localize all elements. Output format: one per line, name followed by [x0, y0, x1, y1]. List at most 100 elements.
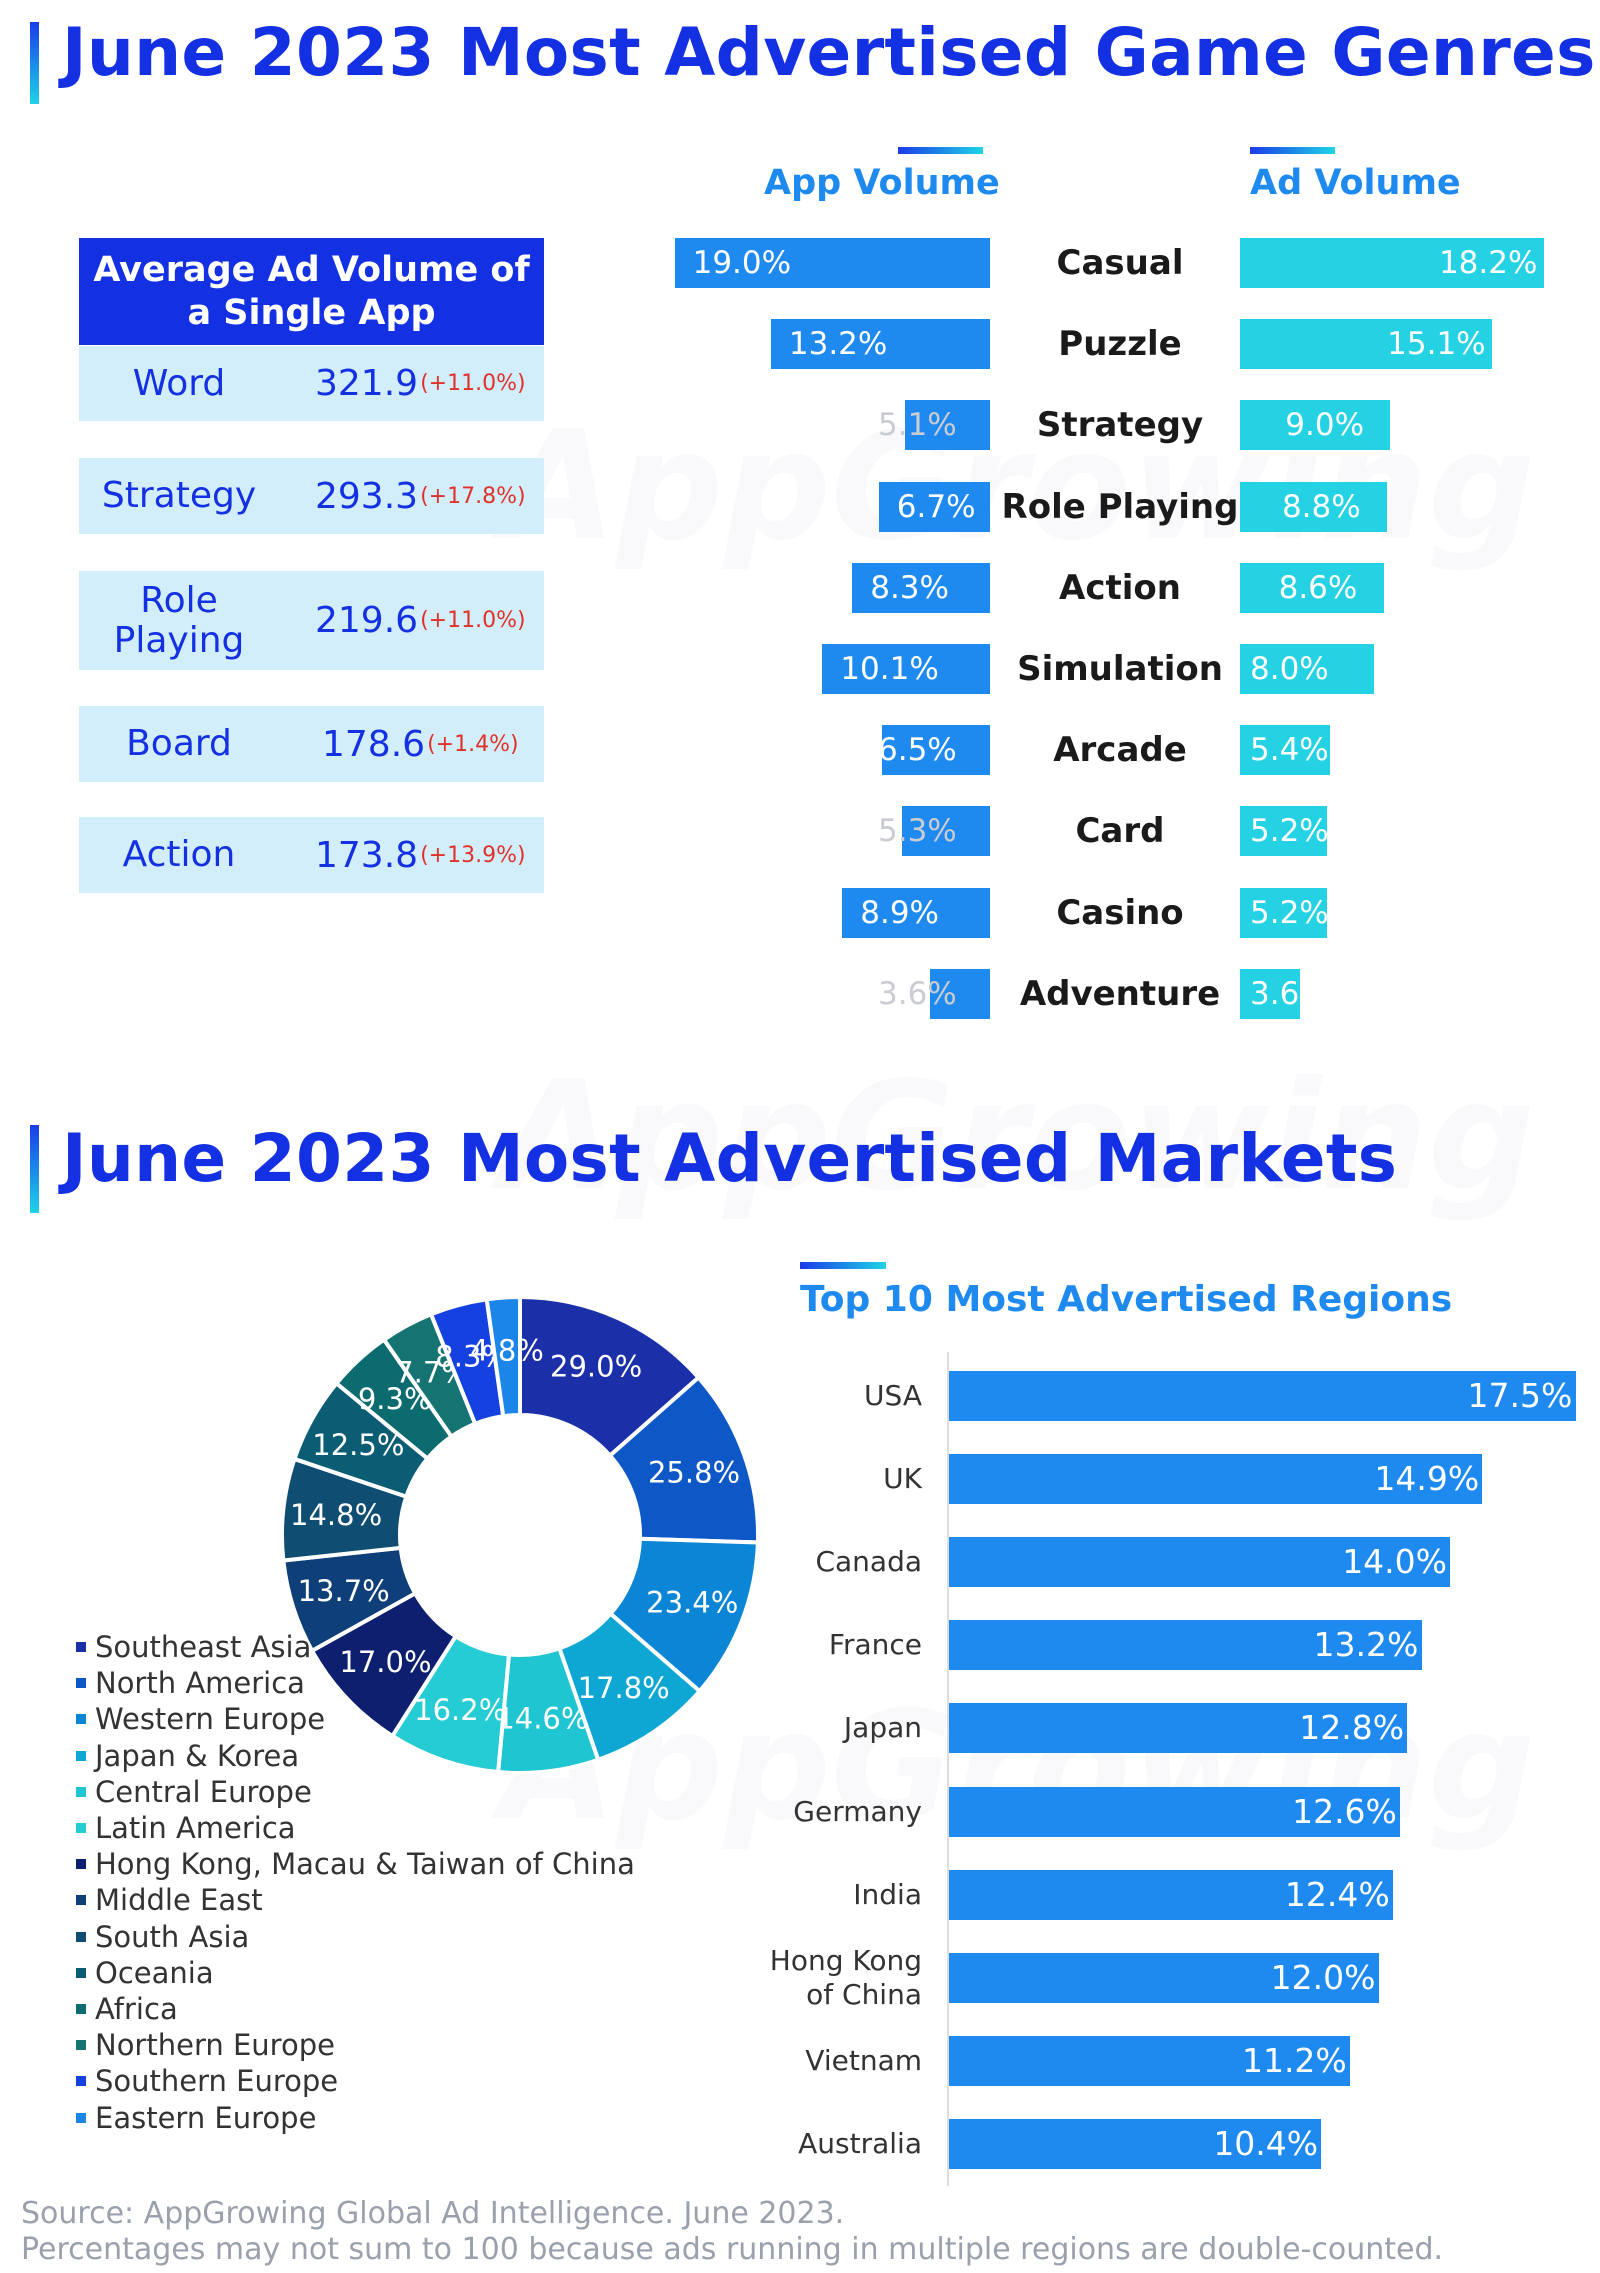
region-label: UK — [883, 1462, 922, 1496]
avg-row-value: 219.6 — [315, 600, 419, 641]
legend-label: Japan & Korea — [95, 1738, 300, 1773]
ad-volume-bar — [1240, 562, 1384, 613]
donut-slice — [381, 1311, 478, 1440]
donut-slice — [518, 1294, 702, 1459]
regions-accent — [800, 1262, 886, 1269]
donut-slice-label: 14.8% — [290, 1498, 382, 1532]
app-volume-bar — [878, 481, 990, 532]
app-volume-bar — [930, 968, 990, 1019]
region-value: 14.9% — [1374, 1459, 1480, 1499]
avg-row: Role Playing 219.6 (+11.0%) — [79, 571, 544, 670]
region-value: 12.8% — [1299, 1708, 1405, 1748]
legend-swatch — [76, 1823, 86, 1833]
app-volume-label: 6.7% — [896, 488, 976, 525]
legend-item: South Asia — [76, 1920, 249, 1954]
ad-volume-label: 9.0% — [1285, 407, 1365, 444]
donut-slice-label: 4.8% — [470, 1333, 544, 1367]
avg-row-genre: Strategy — [101, 475, 257, 516]
region-label-line: Australia — [798, 2126, 922, 2160]
region-value: 12.6% — [1292, 1791, 1397, 1831]
region-label-line: Canada — [815, 1545, 922, 1579]
legend-label: North America — [95, 1666, 305, 1701]
region-label: Canada — [815, 1545, 922, 1579]
region-label-line: Germany — [793, 1794, 922, 1828]
genre-label: Role Playing — [1001, 486, 1239, 527]
legend-swatch — [76, 1931, 86, 1942]
app-volume-label: 13.2% — [788, 326, 888, 363]
donut-slice-label: 17.0% — [339, 1645, 431, 1679]
region-label-line: India — [853, 1877, 922, 1911]
avg-row-change: (+11.0%) — [420, 608, 526, 633]
region-label: Australia — [798, 2127, 922, 2161]
legend-item: Western Europe — [76, 1702, 325, 1736]
avg-row-value: 293.3 — [315, 475, 419, 517]
avg-row-change: (+17.8%) — [420, 483, 526, 509]
ad-volume-accent — [1250, 147, 1335, 154]
genre-label: Strategy — [1036, 405, 1204, 446]
region-value: 10.4% — [1213, 2123, 1319, 2163]
region-bar — [949, 1786, 1401, 1837]
region-label-line: France — [828, 1628, 922, 1662]
avg-row-value-group: 178.6 (+1.4%) — [322, 706, 519, 782]
legend-item: Japan & Korea — [76, 1739, 299, 1773]
donut-slice-label: 25.8% — [648, 1455, 740, 1489]
legend-swatch — [76, 2076, 86, 2087]
legend-item: Hong Kong, Macau & Taiwan of China — [76, 1847, 635, 1881]
region-bar — [949, 1537, 1451, 1588]
avg-row: Board 178.6 (+1.4%) — [79, 706, 544, 782]
legend-item: Northern Europe — [76, 2028, 335, 2062]
region-bar — [949, 1703, 1408, 1754]
region-value: 11.2% — [1241, 2040, 1347, 2080]
region-label-line: Vietnam — [805, 2043, 922, 2077]
app-volume-bar — [905, 400, 990, 451]
donut-slice — [389, 1633, 512, 1775]
legend-label: Latin America — [95, 1811, 296, 1845]
app-volume-label: 19.0% — [692, 245, 792, 281]
legend-label: South Asia — [95, 1919, 250, 1954]
legend-label: Southeast Asia — [95, 1630, 312, 1664]
donut-slice-label: 16.2% — [414, 1693, 506, 1727]
region-label: USA — [864, 1379, 922, 1413]
source-note: Source: AppGrowing Global Ad Intelligenc… — [21, 2196, 845, 2231]
page-title: June 2023 Most Advertised Game Genres — [62, 14, 1596, 91]
genre-label: Casino — [1056, 892, 1184, 933]
donut-slice — [607, 1374, 760, 1545]
avg-row-value-group: 293.3 (+17.8%) — [315, 458, 526, 534]
avg-row-genre: Word — [132, 362, 226, 404]
region-bar — [949, 1869, 1393, 1920]
region-label-line: USA — [864, 1379, 922, 1412]
ad-volume-bar — [1240, 806, 1327, 857]
app-volume-accent — [898, 147, 983, 154]
ad-volume-bar — [1240, 887, 1327, 938]
region-label: Vietnam — [805, 2044, 922, 2078]
region-value: 14.0% — [1342, 1542, 1448, 1582]
ad-volume-header: Ad Volume — [1250, 163, 1461, 203]
regions-title: Top 10 Most Advertised Regions — [800, 1279, 1453, 1320]
avg-row-change: (+11.0%) — [420, 371, 526, 396]
legend-label: Africa — [95, 1992, 178, 2026]
ad-volume-label: 8.8% — [1281, 488, 1361, 525]
legend-swatch — [76, 1750, 86, 1761]
ad-volume-label: 5.4% — [1250, 732, 1329, 769]
legend-label: Northern Europe — [95, 2028, 335, 2063]
legend-item: Latin America — [76, 1811, 296, 1845]
region-bar — [949, 1371, 1576, 1421]
donut-slice-label: 9.3% — [358, 1382, 432, 1416]
app-volume-bar — [882, 725, 990, 776]
avg-row-value-group: 321.9 (+11.0%) — [315, 346, 526, 421]
donut-slice — [333, 1336, 455, 1462]
donut-slice — [291, 1380, 431, 1500]
region-bar — [949, 2118, 1322, 2169]
app-volume-bar — [770, 319, 990, 370]
legend-item: North America — [76, 1666, 305, 1700]
region-value: 13.2% — [1313, 1625, 1419, 1665]
region-label: Germany — [793, 1795, 922, 1829]
app-volume-bar — [822, 644, 990, 694]
app-volume-bar — [842, 887, 990, 938]
legend-item: Middle East — [76, 1883, 263, 1917]
ad-volume-label: 3.6% — [1250, 975, 1329, 1012]
app-volume-label: 6.5% — [878, 732, 957, 769]
legend-label: Middle East — [95, 1883, 263, 1918]
legend-swatch — [76, 2112, 86, 2123]
ad-volume-label: 18.2% — [1438, 245, 1538, 281]
